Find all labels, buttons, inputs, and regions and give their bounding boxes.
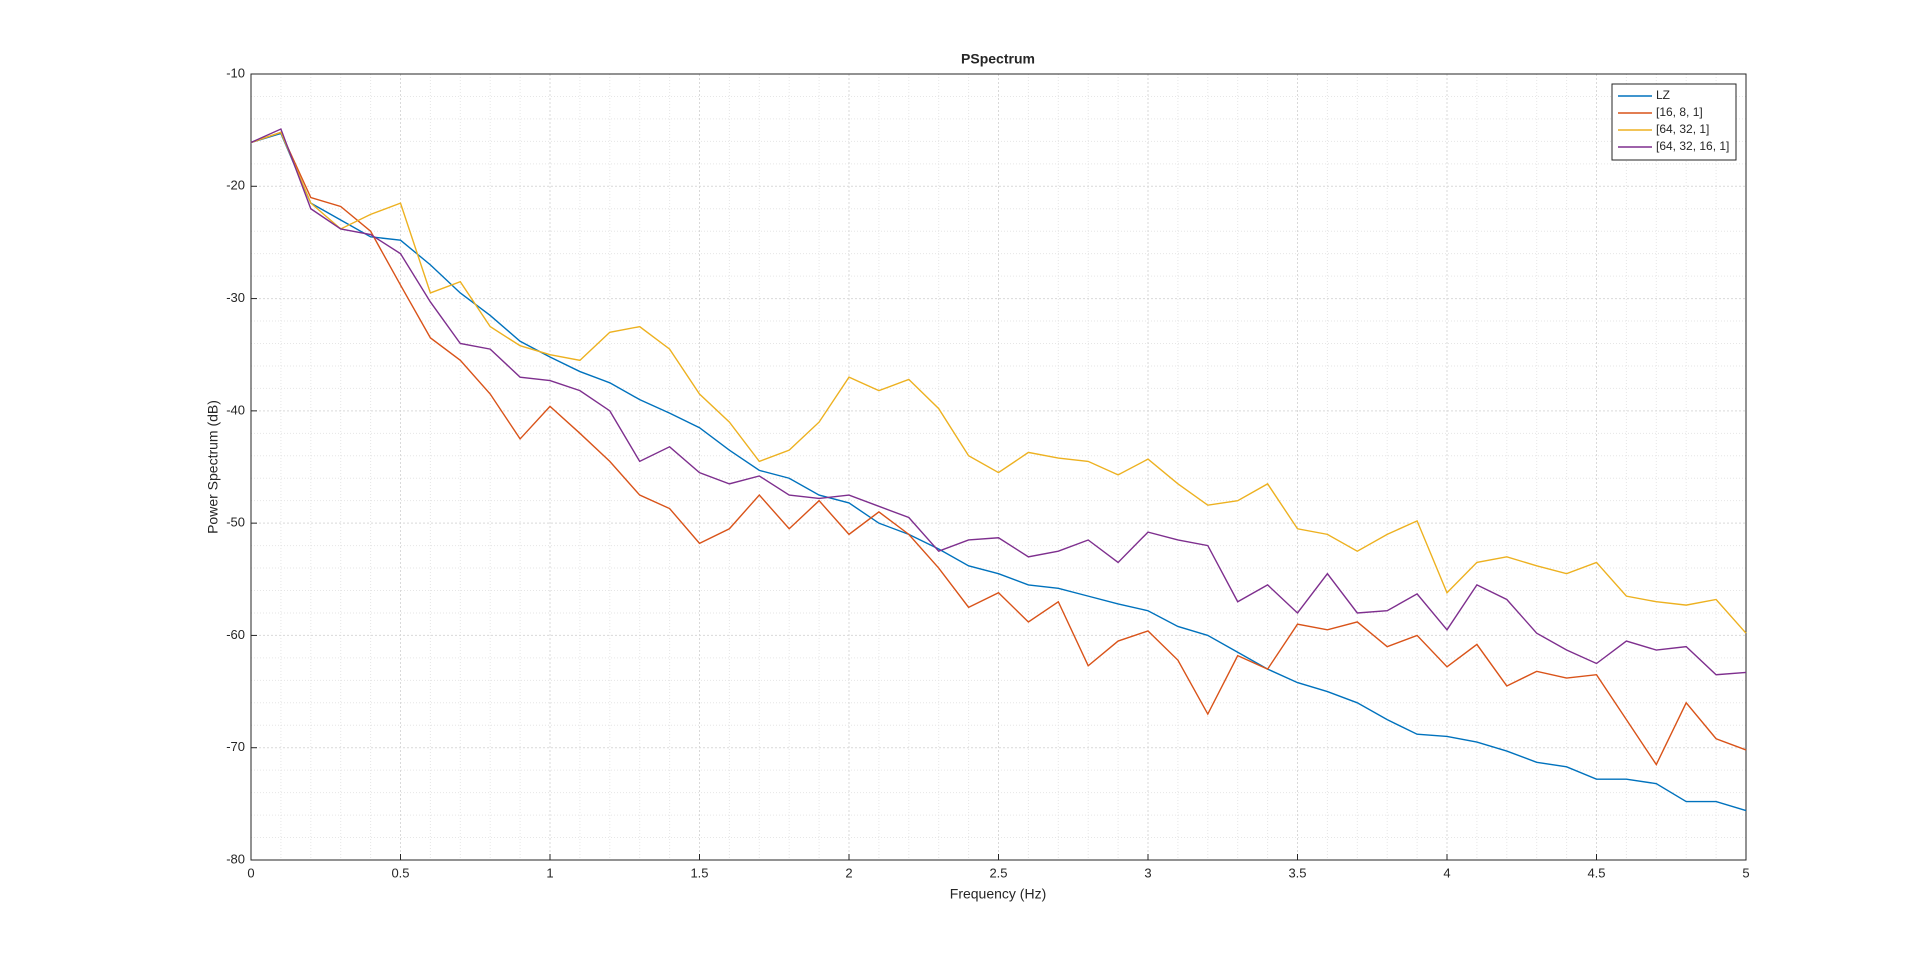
x-tick-label: 3 xyxy=(1144,865,1151,880)
x-tick-label: 1.5 xyxy=(690,865,708,880)
x-tick-label: 4 xyxy=(1443,865,1450,880)
y-tick-label: -70 xyxy=(226,739,245,754)
series-line xyxy=(250,132,1747,812)
x-tick-label: 0.5 xyxy=(391,865,409,880)
y-axis-label: Power Spectrum (dB) xyxy=(205,400,221,534)
x-tick-label: 2 xyxy=(845,865,852,880)
y-tick-label: -10 xyxy=(226,65,245,80)
y-tick-label: -30 xyxy=(226,290,245,305)
x-tick-label: 0 xyxy=(247,865,254,880)
series-line xyxy=(250,131,1747,766)
legend-label: LZ xyxy=(1656,88,1670,102)
x-tick-label: 5 xyxy=(1742,865,1749,880)
x-tick-label: 2.5 xyxy=(989,865,1007,880)
y-tick-label: -20 xyxy=(226,178,245,193)
plot-frame xyxy=(250,73,1747,861)
x-axis-label: Frequency (Hz) xyxy=(950,886,1046,902)
y-tick-label: -60 xyxy=(226,627,245,642)
x-tick-label: 1 xyxy=(546,865,553,880)
x-tick-label: 3.5 xyxy=(1288,865,1306,880)
y-tick-label: -40 xyxy=(226,402,245,417)
legend-label: [64, 32, 1] xyxy=(1656,122,1709,136)
series-line xyxy=(250,128,1747,676)
y-tick-label: -80 xyxy=(226,851,245,866)
legend-label: [16, 8, 1] xyxy=(1656,105,1703,119)
x-tick-label: 4.5 xyxy=(1587,865,1605,880)
legend-label: [64, 32, 16, 1] xyxy=(1656,139,1729,153)
chart-title: PSpectrum xyxy=(961,51,1035,67)
y-tick-label: -50 xyxy=(226,515,245,530)
series-line xyxy=(250,131,1747,634)
